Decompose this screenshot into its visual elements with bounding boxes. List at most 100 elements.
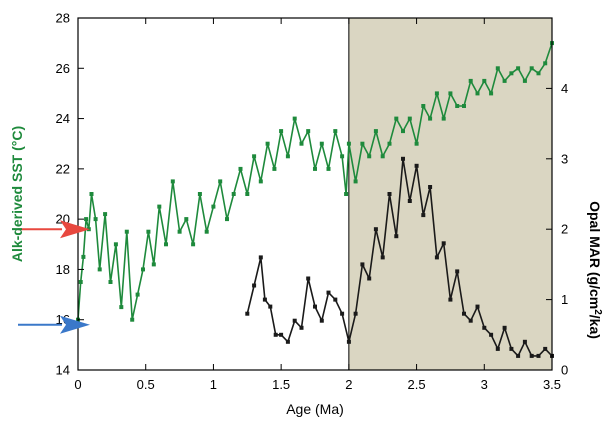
- series-0-point: [191, 242, 196, 247]
- y-left-tick-label: 18: [56, 262, 70, 277]
- series-0-point: [204, 229, 209, 234]
- series-0-point: [238, 166, 243, 171]
- series-1-point: [441, 241, 446, 246]
- series-1-point: [373, 227, 378, 232]
- series-1-point: [407, 199, 412, 203]
- series-0-point: [119, 305, 124, 310]
- shaded-region: [348, 18, 552, 370]
- series-0-point: [258, 179, 263, 184]
- series-0-point: [141, 267, 145, 272]
- series-0-point: [401, 129, 405, 134]
- series-0-point: [441, 116, 446, 121]
- red-arrow: [18, 220, 90, 239]
- series-0-point: [108, 280, 113, 284]
- x-tick-label: 3: [481, 377, 488, 392]
- series-0-point: [407, 116, 412, 121]
- x-tick-label: 2.5: [408, 377, 426, 392]
- series-1-point: [434, 255, 439, 260]
- arrows-layer: [18, 220, 90, 334]
- series-1-point: [522, 339, 527, 344]
- y-right-tick-label: 2: [561, 222, 568, 237]
- x-axis-title: Age (Ma): [286, 401, 344, 417]
- series-0-point: [124, 229, 129, 234]
- series-1-point: [475, 304, 480, 309]
- series-1-point: [319, 318, 324, 323]
- series-0-point: [380, 154, 385, 159]
- series-1-point: [516, 353, 521, 358]
- y-axis-left-title: Alk-derived SST (°C): [9, 126, 25, 262]
- x-tick-label: 3.5: [543, 377, 561, 392]
- series-0-point: [89, 192, 94, 196]
- series-1-point: [509, 346, 514, 351]
- series-1-point: [353, 311, 358, 316]
- series-0-point: [326, 166, 331, 171]
- series-1-point: [536, 353, 541, 358]
- series-layer: [76, 41, 554, 358]
- series-0-point: [543, 61, 548, 66]
- series-0-point: [184, 217, 189, 222]
- ticks-layer: 00.511.522.533.5141618202224262801234: [56, 11, 569, 393]
- series-1-point: [258, 255, 263, 260]
- series-1-point: [245, 311, 250, 316]
- series-0-point: [522, 78, 527, 83]
- series-0-point: [151, 262, 156, 267]
- blue-arrow-head: [60, 315, 90, 334]
- series-0-point: [157, 204, 162, 209]
- x-tick-label: 1: [210, 377, 217, 392]
- series-1-point: [346, 339, 351, 344]
- series-0-point: [97, 267, 102, 272]
- y-left-tick-label: 14: [56, 363, 70, 378]
- series-1-point: [462, 311, 466, 316]
- series-0-point: [367, 154, 372, 159]
- series-1-point: [268, 304, 273, 309]
- series-0-point: [421, 104, 426, 108]
- series-0-point: [285, 154, 290, 159]
- series-0-point: [319, 141, 324, 146]
- series-1-point: [482, 325, 487, 330]
- series-0-point: [434, 91, 439, 96]
- series-0-point: [353, 179, 358, 184]
- series-1-point: [279, 332, 284, 337]
- series-0-point: [516, 66, 521, 71]
- series-0-point: [387, 141, 392, 146]
- series-0-point: [346, 141, 351, 146]
- series-0-point: [81, 254, 86, 259]
- series-0-point: [529, 66, 534, 71]
- series-0-point: [448, 91, 453, 96]
- series-1-point: [421, 213, 426, 218]
- x-tick-label: 0: [74, 377, 81, 392]
- y-right-title-part: /ka): [587, 315, 603, 339]
- shaded-region-layer: [348, 18, 552, 370]
- series-0-point: [177, 229, 182, 234]
- series-0-point: [414, 141, 419, 146]
- series-1-point: [455, 269, 460, 274]
- red-arrow-head: [60, 220, 90, 239]
- y-axis-right-title: Opal MAR (g/cm2/ka): [587, 201, 603, 339]
- series-0-point: [170, 179, 175, 184]
- series-0-point: [103, 212, 108, 217]
- series-0-point: [265, 141, 270, 146]
- y-right-tick-label: 4: [561, 81, 568, 96]
- series-0-point: [502, 78, 507, 83]
- series-1-point: [292, 318, 297, 323]
- series-0-point: [495, 66, 500, 71]
- y-left-tick-label: 28: [56, 11, 70, 26]
- plot-frame: [77, 17, 553, 371]
- series-1-point: [414, 163, 419, 168]
- series-0-point: [313, 166, 317, 171]
- series-1-point: [380, 255, 385, 260]
- series-0-point: [489, 91, 494, 96]
- series-1-group: [245, 156, 554, 358]
- series-1-point: [326, 290, 331, 295]
- series-0-point: [468, 78, 473, 83]
- series-1-point: [428, 185, 433, 189]
- series-1-point: [468, 318, 473, 323]
- series-1-point: [273, 332, 278, 337]
- y-right-tick-label: 0: [561, 363, 568, 378]
- series-1-point: [529, 353, 534, 358]
- series-1-point: [306, 276, 311, 281]
- series-1-point: [502, 325, 507, 330]
- series-1-point: [367, 276, 372, 281]
- series-1-point: [543, 346, 548, 351]
- series-0-point: [197, 192, 202, 196]
